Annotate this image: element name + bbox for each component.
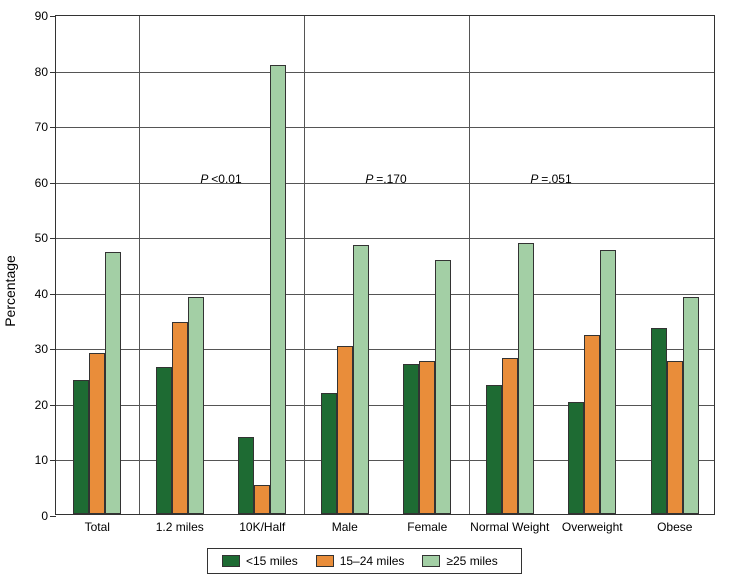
p-value-annotation: P =.170 [365,172,406,186]
bar [156,367,172,514]
legend-item: 15–24 miles [316,554,405,568]
y-tick-label: 40 [35,287,56,301]
legend-label: <15 miles [246,554,298,568]
bar [600,250,616,514]
gridline [56,127,714,128]
x-tick-label: Female [407,514,447,534]
bar [188,297,204,514]
legend-swatch [422,555,440,567]
x-tick-label: Total [85,514,110,534]
bar [105,252,121,514]
x-tick-label: Overweight [562,514,623,534]
y-tick-label: 90 [35,9,56,23]
y-tick-label: 20 [35,398,56,412]
panel-separator [139,16,140,514]
p-value-annotation: P <0.01 [200,172,241,186]
bar [435,260,451,514]
legend: <15 miles 15–24 miles ≥25 miles [207,548,522,574]
x-tick-label: Obese [657,514,692,534]
bar [683,297,699,514]
bar [172,322,188,514]
chart-stage: Percentage 0102030405060708090Total1.2 m… [0,0,729,582]
bar [353,245,369,514]
panel-separator [469,16,470,514]
p-value-annotation: P =.051 [530,172,571,186]
bar [518,243,534,514]
bar [238,437,254,514]
plot-area: 0102030405060708090Total1.2 miles10K/Hal… [55,15,715,515]
legend-label: ≥25 miles [446,554,497,568]
legend-item: ≥25 miles [422,554,497,568]
y-tick-label: 50 [35,231,56,245]
y-tick-label: 30 [35,342,56,356]
y-tick-label: 0 [41,509,56,523]
legend-item: <15 miles [222,554,298,568]
bar [73,380,89,514]
bar [667,361,683,514]
bar [321,393,337,514]
bar [270,65,286,514]
y-tick-label: 10 [35,453,56,467]
gridline [56,72,714,73]
legend-swatch [222,555,240,567]
x-tick-label: 1.2 miles [156,514,204,534]
gridline [56,238,714,239]
legend-swatch [316,555,334,567]
x-tick-label: Normal Weight [470,514,549,534]
x-tick-label: Male [332,514,358,534]
x-tick-label: 10K/Half [239,514,285,534]
bar [651,328,667,514]
bar [584,335,600,514]
bar [568,402,584,514]
y-tick-label: 70 [35,120,56,134]
bar [502,358,518,514]
legend-label: 15–24 miles [340,554,405,568]
y-axis-label: Percentage [2,255,18,327]
y-tick-label: 60 [35,176,56,190]
bar [89,353,105,514]
bar [403,364,419,514]
bar [419,361,435,514]
bar [337,346,353,514]
y-tick-label: 80 [35,65,56,79]
panel-separator [304,16,305,514]
bar [254,485,270,514]
bar [486,385,502,514]
